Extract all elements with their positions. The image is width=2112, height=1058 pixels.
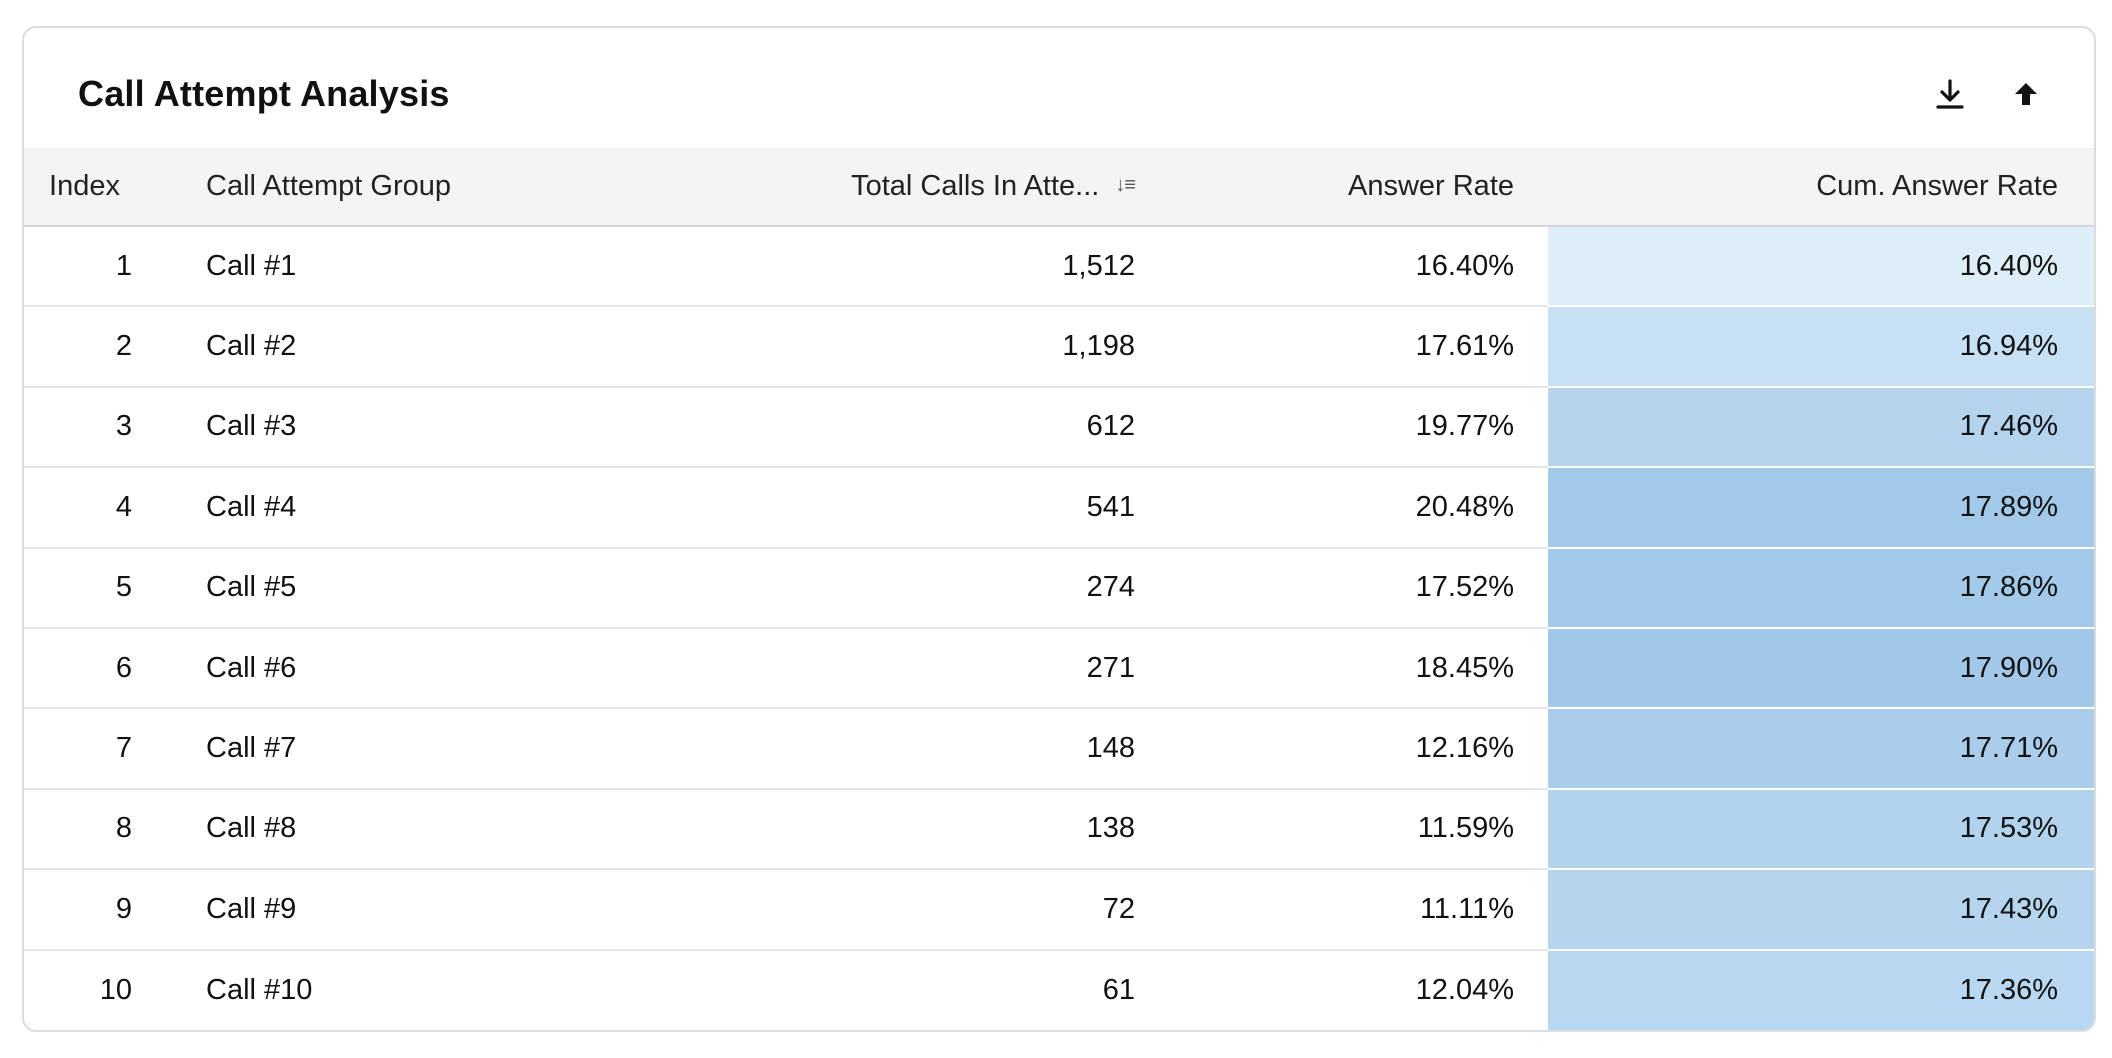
sort-descending-icon[interactable]: ↓≡ xyxy=(1115,173,1136,196)
column-header-index[interactable]: Index xyxy=(24,148,156,227)
cell-total: 541 xyxy=(576,467,1141,549)
card-title: Call Attempt Analysis xyxy=(78,73,450,114)
column-header-label: Cum. Answer Rate xyxy=(1816,170,2058,202)
call-attempt-card: Call Attempt Analysis Index Call Attempt… xyxy=(22,26,2096,1032)
cell-group: Call #4 xyxy=(156,467,576,549)
cell-answer-rate: 12.16% xyxy=(1141,708,1548,790)
cell-index: 7 xyxy=(24,708,156,790)
cell-answer-rate: 12.04% xyxy=(1415,973,1514,1006)
column-header-cum-answer-rate[interactable]: Cum. Answer Rate xyxy=(1548,148,2094,227)
download-icon[interactable] xyxy=(1930,74,1970,114)
column-header-total[interactable]: Total Calls In Atte... ↓≡ xyxy=(576,148,1141,227)
table-row: 7 Call #7 148 12.16% 17.71% xyxy=(24,708,2094,790)
card-header: Call Attempt Analysis xyxy=(24,28,2094,148)
cell-total: 61 xyxy=(1102,973,1135,1006)
cell-index: 3 xyxy=(24,386,156,469)
cell-total: 72 xyxy=(576,869,1141,951)
cell-cum-answer-rate: 17.89% xyxy=(1548,467,2094,549)
cell-index: 4 xyxy=(24,467,156,549)
cell-cum-answer-rate: 17.90% xyxy=(1548,627,2094,710)
column-header-label: Answer Rate xyxy=(1347,170,1514,202)
cell-group: Call #8 xyxy=(156,788,576,871)
cell-cum-answer-rate: 17.43% xyxy=(1548,869,2094,951)
cell-total: 138 xyxy=(576,788,1141,871)
cell-total: 274 xyxy=(576,547,1141,629)
cell-cum-answer-rate: 17.86% xyxy=(1548,547,2094,629)
cell-cum-answer-rate: 17.53% xyxy=(1548,788,2094,871)
table-row: 9 Call #9 72 11.11% 17.43% xyxy=(24,869,2094,951)
cell-answer-rate: 20.48% xyxy=(1141,467,1548,549)
cell-total: 148 xyxy=(576,708,1141,790)
cell-index: 8 xyxy=(24,788,156,871)
cell-index: 2 xyxy=(24,306,156,388)
cell-index: 10 xyxy=(99,973,132,1006)
cell-index: 9 xyxy=(24,869,156,951)
call-attempt-table: Index Call Attempt Group Total Calls In … xyxy=(24,148,2094,1030)
cell-group: Call #2 xyxy=(156,306,576,388)
cell-cum-answer-rate: 17.36% xyxy=(1548,949,2094,1030)
table-header-row: Index Call Attempt Group Total Calls In … xyxy=(24,148,2094,227)
cell-index: 5 xyxy=(24,547,156,629)
upload-icon[interactable] xyxy=(2006,74,2046,114)
cell-total: 1,198 xyxy=(576,306,1141,388)
table-row: 2 Call #2 1,198 17.61% 16.94% xyxy=(24,306,2094,388)
cell-total: 271 xyxy=(576,627,1141,710)
cell-cum-answer-rate: 16.94% xyxy=(1548,306,2094,388)
column-header-group[interactable]: Call Attempt Group xyxy=(156,148,576,227)
cell-group: Call #9 xyxy=(156,869,576,951)
cell-total: 1,512 xyxy=(576,226,1141,308)
cell-index: 6 xyxy=(24,627,156,710)
cell-group: Call #5 xyxy=(156,547,576,629)
upload-icon-svg xyxy=(2015,83,2037,105)
cell-total: 612 xyxy=(576,386,1141,469)
cell-answer-rate: 16.40% xyxy=(1141,226,1548,308)
cell-cum-answer-rate: 17.71% xyxy=(1548,708,2094,790)
cell-answer-rate: 19.77% xyxy=(1141,386,1548,469)
table-row: 8 Call #8 138 11.59% 17.53% xyxy=(24,788,2094,871)
column-header-label: Call Attempt Group xyxy=(206,170,451,202)
table-row: 5 Call #5 274 17.52% 17.86% xyxy=(24,547,2094,629)
table-row: 10 Call #10 61 12.04% 17.36% xyxy=(24,949,2094,1030)
cell-index: 1 xyxy=(24,226,156,308)
column-header-answer-rate[interactable]: Answer Rate xyxy=(1141,148,1548,227)
cell-group: Call #6 xyxy=(156,627,576,710)
table-row: 3 Call #3 612 19.77% 17.46% xyxy=(24,386,2094,469)
cell-cum-answer-rate: 17.46% xyxy=(1548,386,2094,469)
cell-cum-answer-rate: 16.40% xyxy=(1548,226,2094,308)
cell-answer-rate: 11.59% xyxy=(1141,788,1548,871)
cell-group: Call #7 xyxy=(156,708,576,790)
table-row: 6 Call #6 271 18.45% 17.90% xyxy=(24,627,2094,710)
cell-answer-rate: 17.52% xyxy=(1141,547,1548,629)
table-row: 1 Call #1 1,512 16.40% 16.40% xyxy=(24,226,2094,308)
cell-answer-rate: 17.61% xyxy=(1141,306,1548,388)
column-header-label: Total Calls In Atte... xyxy=(851,170,1100,202)
cell-answer-rate: 11.11% xyxy=(1141,869,1548,951)
cell-answer-rate: 18.45% xyxy=(1141,627,1548,710)
column-header-label: Index xyxy=(49,170,120,202)
cell-group: Call #1 xyxy=(156,226,576,308)
cell-group: Call #3 xyxy=(156,386,576,469)
cell-group: Call #10 xyxy=(206,973,313,1006)
download-icon-svg xyxy=(1936,79,1964,109)
table-row: 4 Call #4 541 20.48% 17.89% xyxy=(24,467,2094,549)
